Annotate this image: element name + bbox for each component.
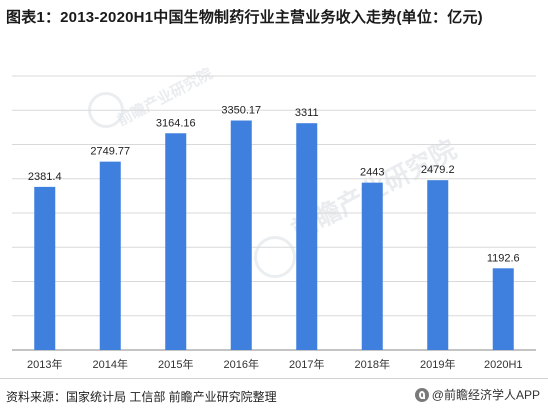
data-label: 3311 bbox=[295, 107, 319, 119]
data-label: 3164.16 bbox=[156, 117, 196, 129]
data-label: 2381.4 bbox=[28, 171, 62, 183]
source-note: 资料来源：国家统计局 工信部 前瞻产业研究院整理 bbox=[6, 390, 277, 404]
data-label: 3350.17 bbox=[221, 105, 261, 117]
x-tick-label: 2017年 bbox=[289, 357, 324, 371]
x-tick-label: 2015年 bbox=[158, 357, 193, 371]
bar-chart: 2381.4 2013年 2749.77 2014年 3164.16 2015年 3350.… bbox=[12, 75, 536, 371]
data-label: 2749.77 bbox=[90, 146, 130, 158]
bar bbox=[361, 182, 383, 350]
bar bbox=[99, 161, 121, 350]
x-tick-label: 2013年 bbox=[27, 357, 62, 371]
brand-logo-icon bbox=[414, 387, 429, 402]
bar bbox=[427, 180, 449, 350]
data-label: 1192.6 bbox=[487, 252, 520, 264]
bar bbox=[296, 123, 318, 350]
watermark-logo-icon bbox=[254, 236, 296, 278]
x-tick-label: 2014年 bbox=[93, 357, 128, 371]
x-tick-label: 2019年 bbox=[420, 357, 455, 371]
brand-text: @前瞻经济学人APP bbox=[431, 388, 540, 402]
bar bbox=[34, 186, 56, 350]
chart-title: 图表1：2013-2020H1中国生物制药行业主营业务收入走势(单位：亿元) bbox=[6, 9, 483, 26]
x-tick-label: 2020H1 bbox=[484, 359, 523, 371]
bar bbox=[230, 120, 252, 350]
bar bbox=[165, 133, 187, 350]
x-tick-label: 2016年 bbox=[224, 357, 259, 371]
footer-divider bbox=[0, 378, 548, 379]
bar bbox=[492, 268, 514, 350]
data-label: 2479.2 bbox=[421, 164, 455, 176]
x-tick-label: 2018年 bbox=[355, 357, 390, 371]
brand-credit: @前瞻经济学人APP bbox=[414, 386, 540, 403]
data-label: 2443 bbox=[360, 167, 384, 179]
